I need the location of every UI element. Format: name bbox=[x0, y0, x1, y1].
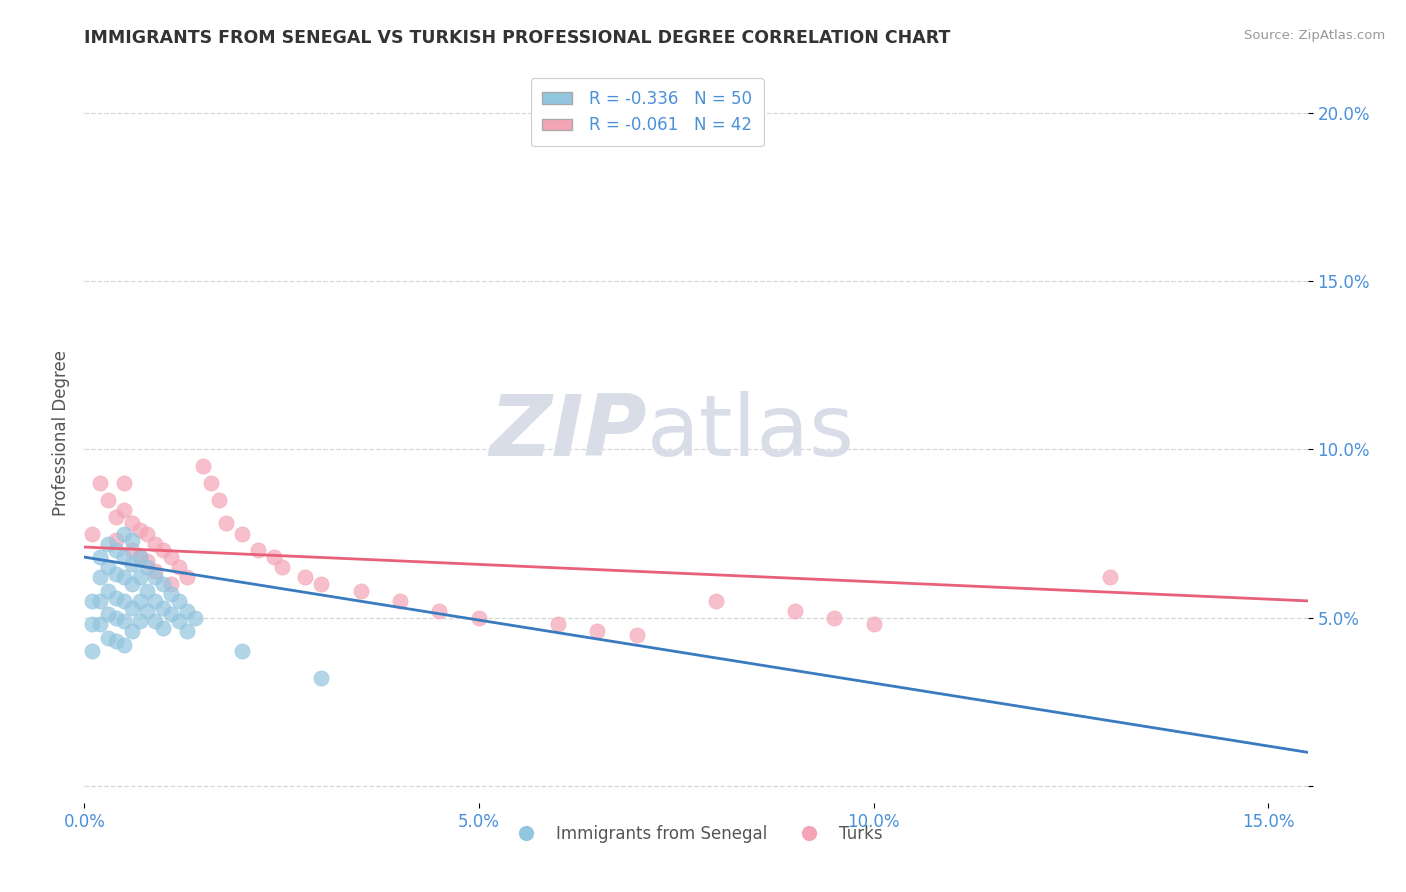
Point bbox=[468, 610, 491, 624]
Text: atlas: atlas bbox=[647, 391, 855, 475]
Legend: Immigrants from Senegal, Turks: Immigrants from Senegal, Turks bbox=[503, 819, 889, 850]
Point bbox=[128, 523, 150, 537]
Point bbox=[97, 560, 120, 574]
Point bbox=[104, 566, 127, 581]
Point bbox=[82, 617, 104, 632]
Point bbox=[89, 476, 111, 491]
Point bbox=[152, 621, 174, 635]
Point bbox=[112, 570, 135, 584]
Point bbox=[160, 550, 183, 565]
Point bbox=[862, 617, 884, 632]
Point bbox=[176, 624, 198, 639]
Point bbox=[104, 634, 127, 648]
Point bbox=[136, 583, 159, 598]
Point bbox=[121, 624, 143, 639]
Point bbox=[704, 594, 727, 608]
Text: IMMIGRANTS FROM SENEGAL VS TURKISH PROFESSIONAL DEGREE CORRELATION CHART: IMMIGRANTS FROM SENEGAL VS TURKISH PROFE… bbox=[84, 29, 950, 47]
Point bbox=[112, 638, 135, 652]
Point bbox=[97, 583, 120, 598]
Point bbox=[82, 644, 104, 658]
Point bbox=[191, 459, 214, 474]
Point bbox=[160, 577, 183, 591]
Text: ZIP: ZIP bbox=[489, 391, 647, 475]
Point bbox=[145, 564, 167, 578]
Point bbox=[145, 594, 167, 608]
Point bbox=[128, 614, 150, 628]
Point bbox=[121, 600, 143, 615]
Point bbox=[167, 614, 190, 628]
Point bbox=[89, 617, 111, 632]
Point bbox=[104, 533, 127, 548]
Point bbox=[184, 610, 207, 624]
Point bbox=[429, 604, 451, 618]
Point bbox=[152, 600, 174, 615]
Point bbox=[104, 509, 127, 524]
Point bbox=[1099, 570, 1122, 584]
Point bbox=[97, 607, 120, 622]
Text: Source: ZipAtlas.com: Source: ZipAtlas.com bbox=[1244, 29, 1385, 43]
Point bbox=[89, 570, 111, 584]
Point bbox=[215, 516, 238, 531]
Point bbox=[389, 594, 412, 608]
Point bbox=[121, 533, 143, 548]
Point bbox=[270, 560, 292, 574]
Point bbox=[160, 607, 183, 622]
Point bbox=[200, 476, 222, 491]
Point bbox=[121, 516, 143, 531]
Point bbox=[152, 577, 174, 591]
Point bbox=[231, 526, 253, 541]
Point bbox=[104, 543, 127, 558]
Point bbox=[547, 617, 569, 632]
Point bbox=[160, 587, 183, 601]
Point bbox=[152, 543, 174, 558]
Point bbox=[145, 570, 167, 584]
Point bbox=[176, 570, 198, 584]
Point bbox=[309, 577, 332, 591]
Point bbox=[263, 550, 285, 565]
Point bbox=[89, 550, 111, 565]
Point bbox=[121, 543, 143, 558]
Point bbox=[145, 614, 167, 628]
Point bbox=[136, 604, 159, 618]
Point bbox=[136, 553, 159, 567]
Point bbox=[104, 591, 127, 605]
Point bbox=[783, 604, 806, 618]
Point bbox=[89, 594, 111, 608]
Point bbox=[309, 671, 332, 685]
Point bbox=[97, 492, 120, 507]
Point bbox=[128, 570, 150, 584]
Point bbox=[97, 536, 120, 550]
Point bbox=[294, 570, 316, 584]
Point bbox=[97, 631, 120, 645]
Point bbox=[128, 550, 150, 565]
Point bbox=[207, 492, 229, 507]
Point bbox=[112, 550, 135, 565]
Point bbox=[349, 583, 371, 598]
Y-axis label: Professional Degree: Professional Degree bbox=[52, 350, 70, 516]
Point bbox=[112, 526, 135, 541]
Point bbox=[167, 594, 190, 608]
Point bbox=[231, 644, 253, 658]
Point bbox=[121, 557, 143, 571]
Point bbox=[112, 503, 135, 517]
Point bbox=[136, 526, 159, 541]
Point bbox=[112, 614, 135, 628]
Point bbox=[145, 536, 167, 550]
Point bbox=[246, 543, 269, 558]
Point bbox=[626, 627, 648, 641]
Point bbox=[128, 550, 150, 565]
Point bbox=[586, 624, 609, 639]
Point bbox=[104, 610, 127, 624]
Point bbox=[112, 594, 135, 608]
Point bbox=[82, 526, 104, 541]
Point bbox=[823, 610, 845, 624]
Point bbox=[82, 594, 104, 608]
Point bbox=[128, 594, 150, 608]
Point bbox=[176, 604, 198, 618]
Point bbox=[121, 577, 143, 591]
Point bbox=[136, 560, 159, 574]
Point bbox=[167, 560, 190, 574]
Point bbox=[112, 476, 135, 491]
